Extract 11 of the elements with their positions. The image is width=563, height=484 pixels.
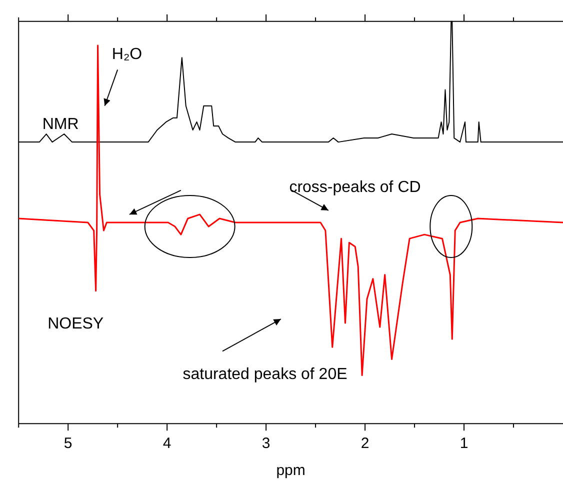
annotation: cross-peaks of CD bbox=[289, 179, 421, 196]
x-tick-label: 5 bbox=[64, 435, 72, 452]
series-label: NMR bbox=[42, 116, 79, 134]
x-axis-title: ppm bbox=[276, 462, 306, 479]
series-label: NOESY bbox=[48, 315, 104, 332]
x-tick-label: 4 bbox=[162, 435, 172, 452]
x-tick-label: 2 bbox=[360, 435, 370, 452]
annotation: H₂O bbox=[112, 46, 142, 63]
x-tick-label: 1 bbox=[460, 435, 468, 452]
x-tick-label: 3 bbox=[262, 435, 270, 452]
annotation: saturated peaks of 20E bbox=[182, 366, 348, 383]
